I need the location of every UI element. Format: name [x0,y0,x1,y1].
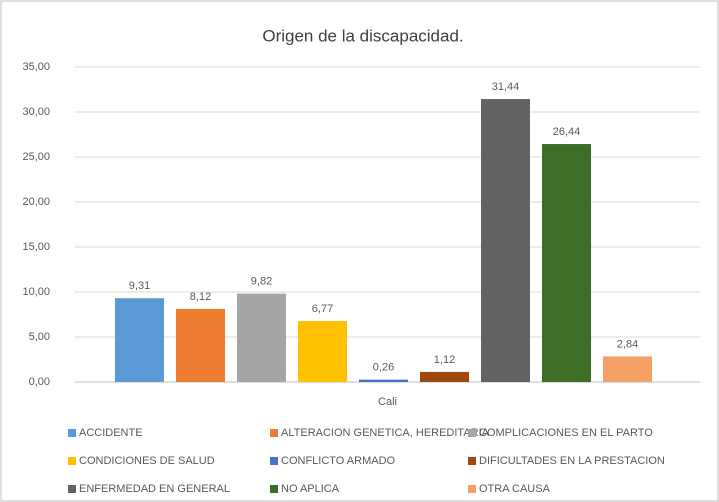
y-tick-label: 30,00 [22,106,50,118]
y-tick-label: 10,00 [22,286,50,298]
bar [298,321,347,382]
legend-marker [270,457,278,465]
legend-marker [68,429,76,437]
legend-marker [68,485,76,493]
legend-marker [468,485,476,493]
data-label: 6,77 [312,303,333,315]
bar [603,356,652,382]
legend-marker [270,429,278,437]
chart-title: Origen de la discapacidad. [262,26,463,45]
data-label: 2,84 [617,338,638,350]
legend-label: ALTERACION GENETICA, HEREDITARIA [281,427,490,439]
legend-label: ACCIDENTE [79,427,143,439]
legend-label: NO APLICA [281,483,340,495]
y-tick-label: 20,00 [22,196,50,208]
bar [176,308,225,382]
legend-label: CONDICIONES DE SALUD [79,455,215,467]
data-label: 9,31 [129,280,150,292]
data-label: 31,44 [492,81,520,93]
legend-marker [270,485,278,493]
legend-marker [468,457,476,465]
legend-marker [468,429,476,437]
legend-label: DIFICULTADES EN LA PRESTACION [479,455,665,467]
bar [115,298,164,382]
data-label: 8,12 [190,291,211,303]
data-label: 1,12 [434,354,455,366]
bar [420,371,469,382]
data-label: 0,26 [373,362,394,374]
y-tick-label: 15,00 [22,241,50,253]
legend-label: CONFLICTO ARMADO [281,455,396,467]
legend-marker [68,457,76,465]
legend-label: ENFERMEDAD EN GENERAL [79,483,230,495]
bar [359,379,408,382]
bar [237,293,286,382]
bar [481,99,530,382]
data-label: 26,44 [553,126,581,138]
legend-label: COMPLICACIONES EN EL PARTO [479,427,653,439]
y-tick-label: 0,00 [29,376,50,388]
y-tick-label: 5,00 [29,331,50,343]
legend-label: OTRA CAUSA [479,483,551,495]
data-label: 9,82 [251,276,272,288]
x-tick-label: Cali [378,396,397,408]
y-tick-label: 25,00 [22,151,50,163]
bar [542,144,591,382]
y-tick-label: 35,00 [22,61,50,73]
